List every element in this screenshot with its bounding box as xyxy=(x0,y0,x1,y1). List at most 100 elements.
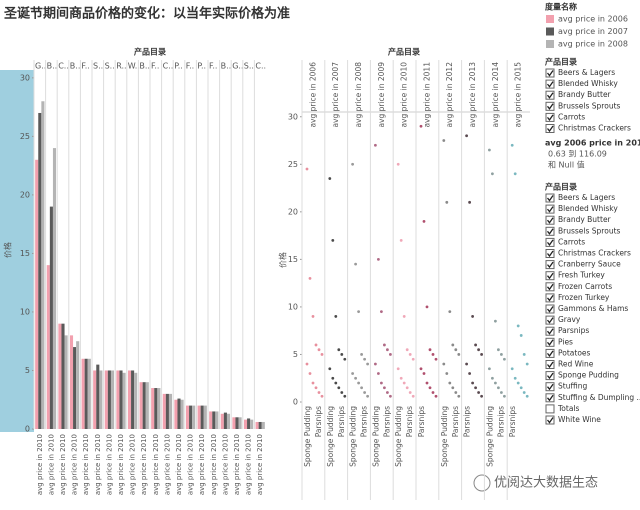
checkbox[interactable] xyxy=(545,393,555,403)
point xyxy=(386,348,389,352)
checkbox[interactable] xyxy=(545,360,555,369)
checkbox[interactable] xyxy=(545,348,555,358)
filter-item[interactable]: Frozen Turkey xyxy=(558,293,610,302)
check-mark xyxy=(546,383,554,391)
checkbox[interactable] xyxy=(545,112,555,122)
point xyxy=(389,353,392,356)
point xyxy=(328,177,332,180)
filter-item[interactable]: Frozen Carrots xyxy=(558,282,612,291)
point xyxy=(513,172,517,176)
filter-item[interactable]: Gammons & Hams xyxy=(558,304,628,313)
bar xyxy=(99,370,103,429)
checkbox[interactable] xyxy=(545,271,555,281)
checkbox[interactable] xyxy=(545,226,555,236)
filter-item[interactable]: Beers & Lagers xyxy=(558,68,615,77)
filter-item[interactable]: Beers & Lagers xyxy=(558,193,615,202)
check-mark xyxy=(546,372,554,380)
checkbox[interactable] xyxy=(545,415,555,425)
point xyxy=(422,219,426,223)
bottom-label: Parsnips xyxy=(463,406,472,437)
checkbox[interactable] xyxy=(545,249,555,258)
filter-item[interactable]: Gravy xyxy=(558,315,581,324)
checkbox[interactable] xyxy=(545,337,555,347)
column-header: P.. xyxy=(197,62,206,71)
filter-item[interactable]: Potatoes xyxy=(558,348,591,357)
point xyxy=(445,372,449,375)
column-header: F.. xyxy=(186,62,194,71)
filter-item[interactable]: Carrots xyxy=(558,112,585,121)
filter-item[interactable]: Totals xyxy=(557,404,580,413)
checkbox[interactable] xyxy=(545,79,555,89)
checkbox[interactable] xyxy=(545,293,555,303)
filter-item[interactable]: Brandy Butter xyxy=(558,90,612,99)
bar xyxy=(192,405,196,429)
filter-item[interactable]: Blended Whisky xyxy=(558,204,618,213)
point xyxy=(357,310,360,314)
filter-item[interactable]: Stuffing xyxy=(558,382,587,391)
left-y-label: 价格 xyxy=(3,242,13,258)
column-header: F.. xyxy=(81,62,89,71)
column-header: C.. xyxy=(255,62,266,71)
filter-item[interactable]: Parsnips xyxy=(558,326,589,335)
point xyxy=(331,376,335,380)
bar xyxy=(255,421,259,429)
bottom-label: Parsnips xyxy=(382,406,391,437)
point xyxy=(419,124,423,128)
checkbox[interactable] xyxy=(545,204,555,214)
column-header: avg price in 2006 xyxy=(308,62,317,128)
filter-item[interactable]: Fresh Turkey xyxy=(558,271,605,280)
filter-item[interactable]: Pies xyxy=(558,337,573,346)
filter-item[interactable]: Stuffing & Dumpling ... xyxy=(558,393,640,402)
checkbox[interactable] xyxy=(545,404,555,414)
filter-item[interactable]: Christmas Crackers xyxy=(558,249,631,258)
filter-item[interactable]: White Wine xyxy=(558,415,601,424)
filter-item[interactable]: Christmas Crackers xyxy=(558,124,631,133)
checkbox[interactable] xyxy=(545,282,555,292)
check-mark xyxy=(546,114,554,121)
point xyxy=(311,381,315,385)
bar xyxy=(87,358,91,429)
checkbox[interactable] xyxy=(545,124,555,133)
point xyxy=(331,238,335,242)
check-mark xyxy=(546,306,554,313)
point xyxy=(399,238,403,242)
filter-item[interactable]: Brussels Sprouts xyxy=(558,101,621,110)
bar xyxy=(116,370,120,429)
checkbox[interactable] xyxy=(545,237,555,247)
bar xyxy=(61,323,65,429)
checkbox[interactable] xyxy=(545,304,555,314)
checkbox[interactable] xyxy=(545,382,555,392)
point xyxy=(474,386,477,390)
checkbox[interactable] xyxy=(545,101,555,111)
checkbox[interactable] xyxy=(545,260,555,270)
x-label: avg price in 2010 xyxy=(140,434,148,495)
x-label: avg price in 2010 xyxy=(129,434,137,495)
checkbox[interactable] xyxy=(545,90,555,100)
bar xyxy=(177,398,181,429)
x-label: avg price in 2010 xyxy=(175,434,183,495)
checkbox[interactable] xyxy=(545,68,555,78)
point xyxy=(343,357,347,361)
filter-item[interactable]: Brussels Sprouts xyxy=(558,226,621,235)
checkbox[interactable] xyxy=(545,193,555,203)
checkbox[interactable] xyxy=(545,315,555,325)
filter-item[interactable]: Brandy Butter xyxy=(558,215,612,224)
filter-item[interactable]: Blended Whisky xyxy=(558,79,618,88)
point xyxy=(465,134,468,138)
checkbox[interactable] xyxy=(545,215,555,225)
checkbox[interactable] xyxy=(545,371,555,381)
checkbox[interactable] xyxy=(545,326,555,336)
filter-item[interactable]: Carrots xyxy=(558,237,585,246)
check-mark xyxy=(546,339,554,346)
column-header: B.. xyxy=(139,62,150,71)
title: 圣诞节期间商品价格的变化：以当年实际价格为准 xyxy=(4,6,290,22)
filter-item[interactable]: Sponge Pudding xyxy=(558,371,619,380)
filter-item[interactable]: Red Wine xyxy=(558,360,594,369)
column-header: P.. xyxy=(174,62,183,71)
point xyxy=(374,362,377,366)
point xyxy=(428,348,432,352)
filter-item[interactable]: Cranberry Sauce xyxy=(558,260,621,269)
bottom-label: Parsnips xyxy=(314,406,323,437)
column-header: avg price in 2010 xyxy=(400,62,409,128)
bar xyxy=(157,388,161,429)
